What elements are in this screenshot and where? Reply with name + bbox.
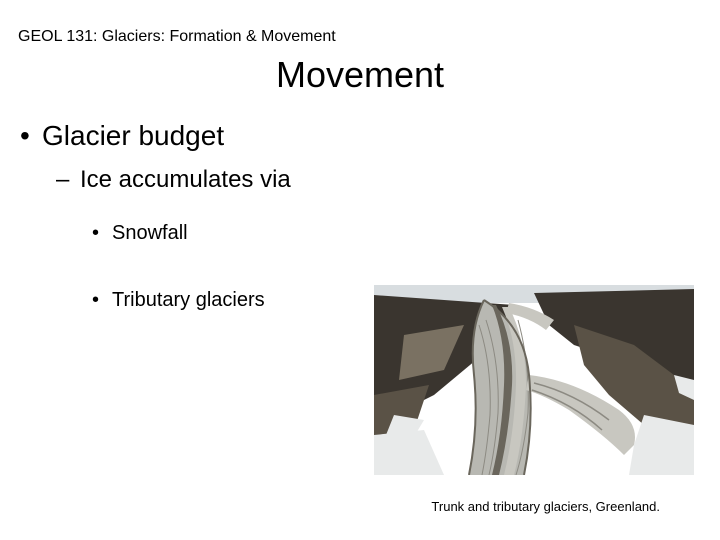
bullet-ice-accumulates: Ice accumulates via	[0, 166, 720, 194]
image-caption: Trunk and tributary glaciers, Greenland.	[431, 499, 660, 514]
glacier-photo	[374, 285, 694, 475]
slide-title: Movement	[0, 54, 720, 96]
glacier-svg	[374, 285, 694, 475]
bullet-snowfall: Snowfall	[0, 222, 720, 245]
bullet-glacier-budget: Glacier budget	[0, 120, 720, 152]
slide-header: GEOL 131: Glaciers: Formation & Movement	[0, 0, 720, 52]
